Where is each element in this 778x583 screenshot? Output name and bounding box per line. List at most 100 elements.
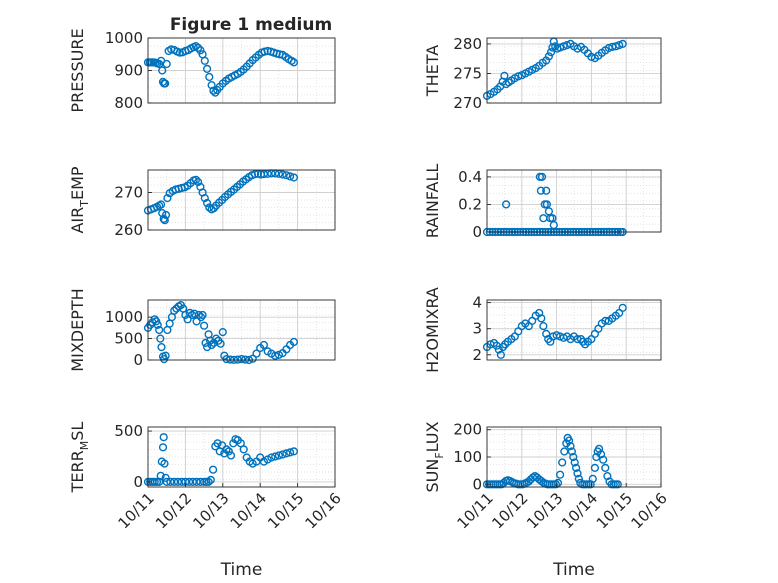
data-point bbox=[198, 310, 207, 320]
axes-box bbox=[147, 426, 336, 488]
y-tick-label: 4 bbox=[472, 294, 482, 312]
data-point bbox=[278, 450, 287, 459]
data-point bbox=[155, 325, 164, 335]
y-tick-label: 0.4 bbox=[458, 168, 482, 186]
y-axis-label: THETA bbox=[423, 45, 442, 97]
y-tick-label: 270 bbox=[453, 94, 482, 112]
data-point bbox=[271, 452, 280, 461]
data-point bbox=[203, 198, 212, 208]
data-point bbox=[161, 210, 171, 220]
data-point bbox=[286, 448, 295, 457]
data-point bbox=[618, 39, 627, 49]
data-point bbox=[618, 303, 627, 312]
data-point bbox=[289, 58, 299, 67]
data-point bbox=[564, 436, 574, 445]
data-point bbox=[252, 349, 261, 358]
data-point bbox=[158, 443, 168, 452]
y-axis-label: SUNFLUX bbox=[423, 421, 446, 492]
data-point bbox=[191, 175, 201, 184]
y-tick-label: 280 bbox=[453, 35, 482, 53]
data-point bbox=[601, 316, 610, 326]
data-point bbox=[197, 313, 206, 322]
y-tick-label: 0 bbox=[133, 351, 143, 369]
data-point bbox=[558, 458, 567, 467]
data-point bbox=[170, 306, 179, 315]
data-point bbox=[271, 351, 280, 360]
data-point bbox=[202, 477, 211, 487]
subplot-pressure: 800 900 1000 PRESSURE bbox=[68, 28, 336, 113]
data-point bbox=[194, 310, 204, 320]
data-point bbox=[161, 473, 170, 482]
data-point bbox=[212, 334, 221, 343]
data-point bbox=[163, 194, 172, 203]
data-point bbox=[206, 475, 215, 485]
data-point bbox=[196, 477, 205, 487]
data-point bbox=[537, 314, 546, 323]
y-tick-label: 1000 bbox=[105, 308, 143, 326]
y-tick-label: 0 bbox=[472, 475, 482, 493]
data-point bbox=[259, 170, 269, 179]
data-point bbox=[237, 355, 246, 364]
data-point bbox=[161, 351, 170, 360]
y-tick-label: 3 bbox=[472, 320, 482, 338]
y-tick-label: 1000 bbox=[105, 29, 143, 47]
data-point bbox=[282, 171, 291, 180]
data-point bbox=[250, 170, 260, 179]
data-point bbox=[566, 442, 575, 451]
data-point bbox=[209, 465, 218, 474]
data-point bbox=[494, 345, 503, 354]
data-point bbox=[571, 463, 581, 473]
subplot-theta: 270 275 280 THETA bbox=[423, 35, 662, 112]
data-point bbox=[194, 177, 203, 187]
y-tick-label: 500 bbox=[114, 422, 143, 440]
data-point bbox=[274, 451, 284, 460]
y-tick-label: 100 bbox=[453, 448, 482, 466]
data-point bbox=[205, 72, 214, 82]
y-tick-label: 0 bbox=[472, 223, 482, 241]
data-point bbox=[542, 186, 551, 195]
data-point bbox=[196, 46, 205, 55]
data-point bbox=[539, 322, 548, 331]
data-point bbox=[207, 80, 216, 90]
y-tick-label: 500 bbox=[114, 330, 143, 348]
data-point bbox=[157, 200, 166, 209]
data-point bbox=[267, 453, 276, 462]
y-axis-label: PRESSURE bbox=[68, 28, 87, 112]
data-point bbox=[259, 340, 269, 350]
axes-box bbox=[147, 169, 336, 231]
data-point bbox=[282, 449, 291, 458]
data-point bbox=[549, 221, 558, 230]
data-point bbox=[200, 56, 209, 65]
data-point bbox=[555, 43, 565, 52]
data-point bbox=[153, 320, 162, 330]
data-point bbox=[160, 459, 169, 468]
y-axis-label: AIRTEMP bbox=[68, 166, 91, 233]
data-point bbox=[218, 441, 227, 450]
x-axis-label: Time bbox=[552, 560, 595, 580]
data-point bbox=[213, 439, 222, 448]
subplot-air-temp: 260 270 AIRTEMP bbox=[68, 166, 336, 239]
y-tick-label: 900 bbox=[114, 62, 143, 80]
x-axis-label: Time bbox=[220, 560, 263, 580]
data-point bbox=[613, 480, 622, 489]
data-point bbox=[560, 447, 569, 456]
data-point bbox=[158, 66, 167, 75]
data-point bbox=[222, 355, 231, 364]
data-point bbox=[190, 309, 199, 318]
data-point bbox=[514, 72, 523, 81]
axes-box bbox=[486, 37, 662, 104]
data-point bbox=[553, 478, 563, 488]
data-point bbox=[156, 334, 165, 343]
data-point bbox=[158, 77, 168, 87]
data-point bbox=[289, 337, 299, 347]
data-point bbox=[203, 64, 212, 74]
data-point bbox=[573, 469, 582, 478]
y-tick-label: 270 bbox=[114, 184, 143, 202]
y-tick-label: 2 bbox=[472, 346, 482, 364]
data-point bbox=[535, 308, 544, 318]
data-point bbox=[289, 173, 299, 182]
data-point bbox=[496, 350, 506, 359]
data-point bbox=[248, 354, 257, 363]
